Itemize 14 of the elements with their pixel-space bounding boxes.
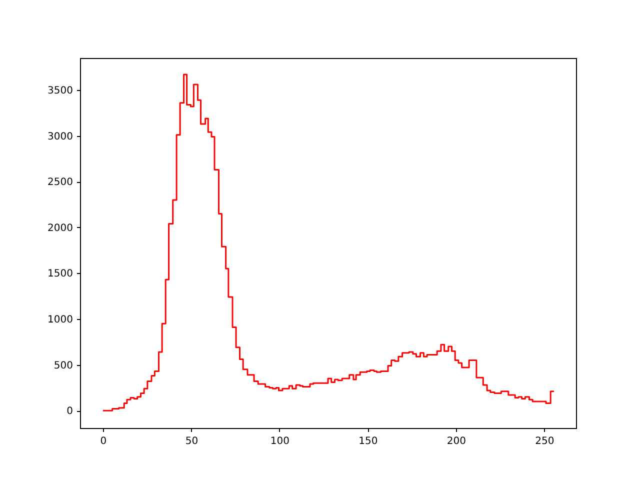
x-tick-label: 100	[270, 436, 290, 447]
x-tick-label: 200	[446, 436, 466, 447]
y-tick-label: 500	[54, 360, 73, 372]
y-tick-label: 3500	[48, 86, 73, 97]
x-tick-label: 150	[358, 436, 378, 447]
x-tick-label: 250	[535, 436, 554, 447]
x-tick-label: 50	[185, 436, 198, 447]
x-tick-label: 0	[100, 436, 107, 447]
y-tick-label: 2000	[48, 222, 73, 234]
y-tick-label: 1500	[48, 268, 73, 280]
y-tick-label: 1000	[48, 314, 73, 326]
y-tick-label: 2500	[48, 177, 73, 188]
y-tick-label: 0	[66, 406, 73, 418]
y-tick-label: 3000	[48, 131, 73, 142]
